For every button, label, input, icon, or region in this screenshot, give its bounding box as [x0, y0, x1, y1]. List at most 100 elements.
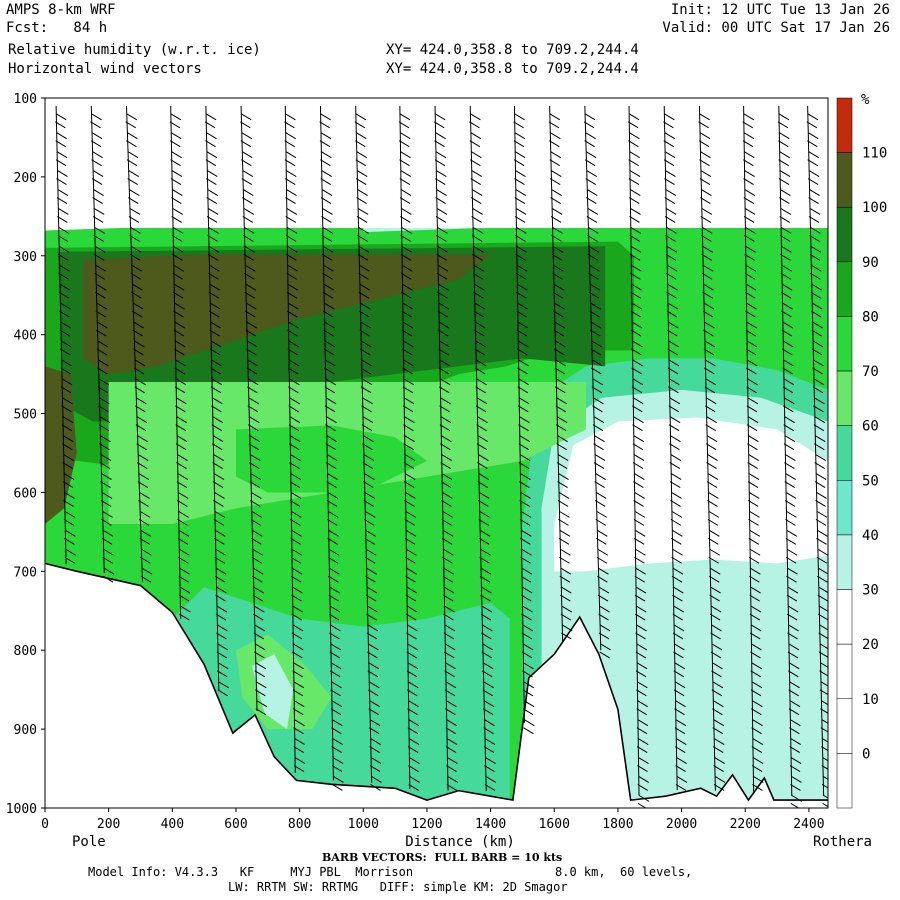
wind-barb-flag [473, 310, 485, 318]
wind-barb-flag [245, 329, 257, 337]
wind-barb-flag [522, 689, 534, 697]
wind-barb-flag [585, 151, 597, 159]
wind-barb-flag [707, 454, 718, 462]
wind-barb-flag [285, 216, 297, 223]
wind-barb-flag [320, 132, 332, 140]
wind-barb-flag [399, 113, 411, 121]
wind-barb-flag [708, 575, 720, 583]
wind-barb-flag [555, 359, 567, 367]
wind-barb-staff [807, 105, 825, 797]
wind-barb-flag [175, 359, 186, 367]
wind-barb-flag [174, 348, 185, 356]
wind-barb-flag [524, 719, 535, 727]
wind-barb-flag [520, 492, 531, 499]
wind-barb-flag [783, 378, 795, 386]
wind-barb-flag [178, 575, 189, 583]
wind-barb-flag [778, 113, 790, 121]
wind-barb-flag [355, 113, 367, 121]
wind-barb-flag [712, 681, 724, 689]
wind-barb-flag [548, 121, 560, 129]
wind-barb-flag [514, 151, 526, 159]
wind-barb-flag [405, 594, 417, 602]
wind-barb-flag [706, 481, 718, 488]
wind-barb-flag [408, 681, 419, 689]
wind-barb-flag [751, 708, 762, 716]
wind-barb-flag [635, 670, 647, 678]
wind-barb-flag [752, 757, 764, 764]
wind-barb-flag [217, 624, 228, 632]
wind-barb-flag [331, 727, 342, 735]
wind-barb-flag [557, 435, 568, 443]
wind-barb-flag [92, 216, 104, 223]
wind-barb-flag [55, 140, 66, 148]
wind-barb-flag [406, 548, 417, 556]
wind-barb-flag [813, 359, 824, 367]
wind-barb-flag [744, 189, 756, 196]
wind-barb-flag [171, 170, 183, 178]
wind-barb-flag [779, 151, 790, 159]
wind-barb-flag [138, 473, 150, 480]
wind-barb-flag [483, 681, 494, 689]
wind-barb-flag [213, 518, 225, 526]
wind-barb-flag [398, 121, 410, 129]
wind-barb-flag [253, 613, 264, 621]
wind-barb-flag [631, 302, 643, 310]
wind-barb-flag [172, 208, 183, 215]
wind-barb-flag [670, 500, 681, 507]
pressure-axis: 100 200 300 400 500 600 700 800 900 1000 [6, 92, 45, 817]
wind-barb-flag [126, 113, 138, 121]
wind-barb-flag [287, 264, 298, 272]
cross-section-coords-1: XY= 424.0,358.8 to 709.2,244.4 [386, 42, 639, 58]
wind-barb-flag [400, 189, 412, 196]
wind-barb-flag [402, 348, 413, 356]
wind-barb-flag [321, 216, 332, 223]
wind-barb-flag [778, 178, 790, 186]
wind-barb-flag [789, 662, 800, 670]
wind-barb-flag [61, 424, 73, 432]
wind-barb-flag [57, 170, 68, 178]
wind-barb-flag [57, 253, 69, 261]
wind-barb-flag [289, 500, 301, 507]
wind-barb-flag [403, 397, 415, 405]
wind-barb-flag [702, 310, 714, 318]
x-tick-label: 0 [41, 817, 49, 832]
wind-barb-flag [711, 643, 723, 651]
wind-barb-flag [522, 708, 534, 716]
wind-barb-flag [401, 291, 412, 299]
wind-barb-flag [211, 424, 223, 432]
wind-barb-flag [90, 121, 101, 129]
wind-barb-flag [781, 283, 793, 291]
wind-barb-flag [127, 132, 138, 140]
wind-barb-flag [815, 473, 827, 480]
wind-barb-flag [516, 348, 528, 356]
wind-barb-flag [748, 435, 759, 443]
wind-barb-flag [516, 329, 528, 337]
wind-barb-flag [702, 264, 714, 272]
model-resolution: 8.0 km, 60 levels, [555, 865, 693, 879]
wind-barb-flag [522, 670, 533, 678]
wind-barb-flag [174, 321, 186, 329]
wind-barb-flag [365, 529, 376, 537]
wind-barb-flag [711, 689, 723, 697]
wind-barb-flag [250, 518, 262, 526]
wind-barb-flag [471, 234, 483, 242]
wind-barb-flag [750, 689, 762, 697]
wind-barb-flag [59, 329, 71, 337]
wind-barb-flag [783, 443, 795, 451]
wind-barb-flag [811, 302, 823, 310]
y-tick-label: 1000 [6, 802, 37, 817]
wind-barb-staff [205, 105, 220, 691]
wind-barb-flag [175, 378, 187, 386]
wind-barb-flag [405, 492, 416, 499]
wind-barb-flag [663, 121, 674, 129]
wind-barb-flag [170, 159, 181, 167]
wind-barb-flag [141, 548, 152, 556]
wind-barb-flag [93, 253, 105, 261]
wind-barb-flag [214, 575, 226, 583]
wind-barb-flag [126, 159, 138, 167]
wind-barb-flag [400, 216, 411, 223]
wind-barb-flag [557, 454, 569, 462]
wind-barb-flag [472, 253, 483, 261]
wind-barb-flag [810, 226, 821, 234]
wind-barb-flag [784, 462, 795, 470]
